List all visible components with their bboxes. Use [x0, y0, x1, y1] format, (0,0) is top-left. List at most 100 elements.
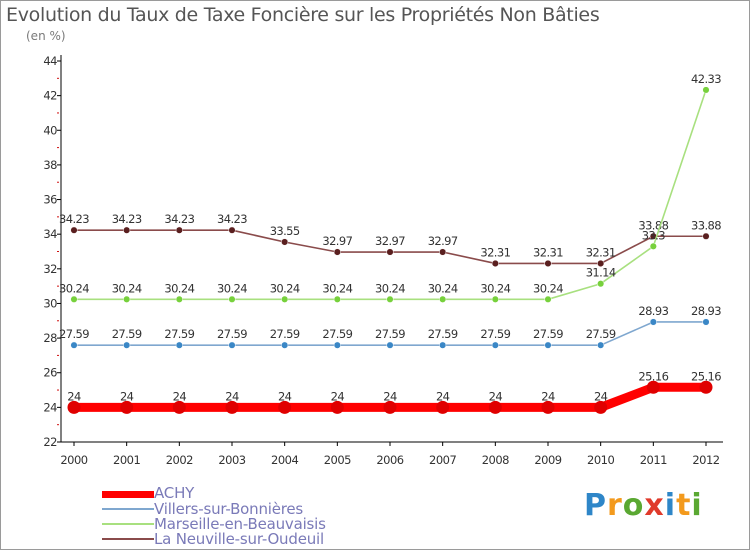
data-label: 34.23 — [164, 212, 194, 226]
y-tick-label: 24 — [43, 400, 57, 414]
data-point — [544, 341, 552, 349]
data-point — [544, 295, 552, 303]
data-label: 32.31 — [480, 245, 510, 259]
data-point — [333, 295, 341, 303]
x-tick-label: 2008 — [482, 453, 509, 467]
data-point — [386, 248, 394, 256]
data-point — [488, 400, 502, 414]
data-label: 32.97 — [375, 234, 405, 248]
data-label: 34.23 — [59, 212, 89, 226]
logo-letter: t — [676, 488, 692, 523]
data-label: 30.24 — [375, 281, 405, 295]
logo-letter: P — [584, 488, 607, 523]
data-point — [649, 318, 657, 326]
chart-title: Evolution du Taux de Taxe Foncière sur l… — [6, 4, 600, 26]
y-tick-label: 38 — [43, 158, 57, 172]
data-label: 27.59 — [112, 327, 142, 341]
x-tick-label: 2004 — [271, 453, 298, 467]
legend-label-neuville: La Neuville-sur-Oudeuil — [154, 530, 324, 548]
data-point — [228, 226, 236, 234]
legend-swatch-achy — [102, 491, 154, 498]
data-label: 27.59 — [164, 327, 194, 341]
data-label: 30.24 — [59, 281, 89, 295]
legend-swatch-neuville — [102, 538, 154, 540]
y-tick-label: 26 — [43, 366, 57, 380]
data-point — [123, 341, 131, 349]
data-point — [333, 341, 341, 349]
data-point — [281, 341, 289, 349]
data-point — [597, 280, 605, 288]
data-point — [649, 242, 657, 250]
data-label: 30.24 — [322, 281, 352, 295]
x-tick-label: 2000 — [60, 453, 87, 467]
data-label: 24 — [120, 389, 134, 403]
legend-label-villers: Villers-sur-Bonnières — [154, 500, 304, 518]
data-label: 30.24 — [164, 281, 194, 295]
logo-letter: x — [644, 488, 665, 523]
data-point — [491, 259, 499, 267]
data-label: 27.59 — [533, 327, 563, 341]
data-label: 32.31 — [586, 245, 616, 259]
data-label: 28.93 — [638, 304, 668, 318]
data-label: 24 — [278, 389, 292, 403]
data-label: 27.59 — [322, 327, 352, 341]
data-point — [491, 341, 499, 349]
data-point — [386, 295, 394, 303]
data-point — [702, 318, 710, 326]
x-tick-label: 2001 — [113, 453, 140, 467]
data-point — [330, 400, 344, 414]
data-label: 30.24 — [112, 281, 142, 295]
data-label: 25.16 — [638, 369, 668, 383]
data-label: 34.23 — [112, 212, 142, 226]
data-point — [175, 341, 183, 349]
data-label: 25.16 — [691, 369, 721, 383]
data-label: 27.59 — [480, 327, 510, 341]
legend-label-marseille: Marseille-en-Beauvaisis — [154, 515, 326, 533]
data-label: 24 — [67, 389, 81, 403]
data-label: 24 — [541, 389, 555, 403]
data-point — [278, 400, 292, 414]
data-point — [225, 400, 239, 414]
legend-swatch-marseille — [102, 523, 154, 525]
data-point — [439, 295, 447, 303]
data-label: 24 — [436, 389, 450, 403]
data-label: 30.24 — [428, 281, 458, 295]
data-point — [70, 295, 78, 303]
x-tick-label: 2010 — [587, 453, 614, 467]
data-point — [702, 86, 710, 94]
data-label: 24 — [383, 389, 397, 403]
data-label: 30.24 — [217, 281, 247, 295]
y-tick-label: 40 — [43, 123, 57, 137]
y-tick-label: 44 — [43, 54, 57, 68]
data-label: 27.59 — [375, 327, 405, 341]
x-tick-label: 2003 — [218, 453, 245, 467]
data-point — [175, 295, 183, 303]
data-point — [597, 341, 605, 349]
data-label: 27.59 — [217, 327, 247, 341]
y-tick-label: 36 — [43, 193, 57, 207]
y-tick-label: 30 — [43, 296, 57, 310]
data-label: 33.3 — [642, 228, 665, 242]
data-label: 24 — [331, 389, 345, 403]
data-label: 30.24 — [480, 281, 510, 295]
data-label: 27.59 — [59, 327, 89, 341]
data-label: 27.59 — [586, 327, 616, 341]
data-point — [175, 226, 183, 234]
data-point — [436, 400, 450, 414]
data-point — [172, 400, 186, 414]
data-point — [123, 295, 131, 303]
data-point — [597, 259, 605, 267]
x-tick-label: 2006 — [376, 453, 403, 467]
y-tick-label: 32 — [43, 262, 57, 276]
logo-letter: i — [691, 488, 703, 523]
data-point — [594, 400, 608, 414]
data-point — [333, 248, 341, 256]
data-point — [699, 380, 713, 394]
data-point — [491, 295, 499, 303]
data-point — [383, 400, 397, 414]
x-tick-label: 2012 — [692, 453, 719, 467]
data-point — [386, 341, 394, 349]
data-label: 31.14 — [586, 266, 616, 280]
